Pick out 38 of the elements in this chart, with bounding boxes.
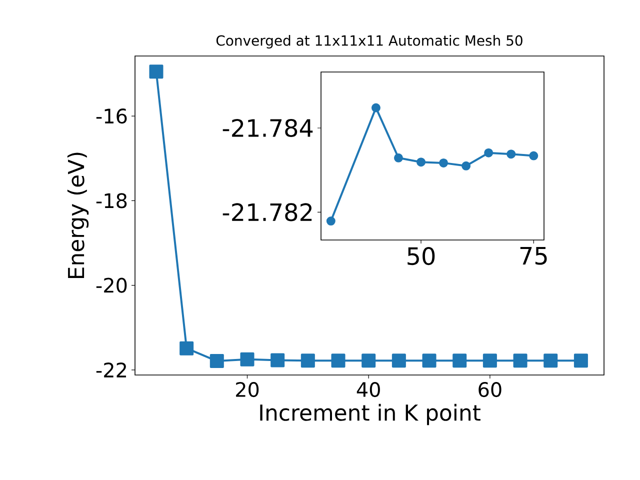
point [300,354,315,368]
x-tick-label: 50 [408,247,435,266]
point [422,354,436,368]
point [180,341,194,356]
point [439,158,448,168]
point [392,354,406,368]
y-tick-label: -16 [96,108,127,124]
point [513,354,528,368]
y-tick-label: -21.782 [222,203,312,222]
point [210,354,224,368]
point [371,103,380,112]
point [574,354,588,368]
point [484,148,494,158]
x-tick-label: 40 [356,382,380,398]
point [270,353,285,368]
point [544,354,558,368]
chart-title: Converged at 11x11x11 Automatic Mesh 50 [216,35,522,48]
point [326,216,336,226]
point [331,354,346,368]
y-tick-label: -20 [96,278,127,293]
y-tick-label: -22 [96,362,126,378]
point [416,158,426,167]
point [529,151,538,160]
y-tick-label: -21.784 [222,118,313,138]
point [394,153,403,162]
x-tick-label: 75 [520,247,547,265]
point [462,161,471,170]
point [240,352,254,366]
x-tick-label: 20 [236,382,259,398]
point [506,150,516,159]
point [452,354,467,368]
point [482,354,497,368]
y-axis-title: Energy (eV) [67,152,89,278]
x-tick-label: 60 [478,382,502,398]
point [149,64,164,79]
point [362,354,376,368]
x-axis-title: Increment in K point [260,404,480,426]
y-tick-label: -18 [96,193,127,208]
